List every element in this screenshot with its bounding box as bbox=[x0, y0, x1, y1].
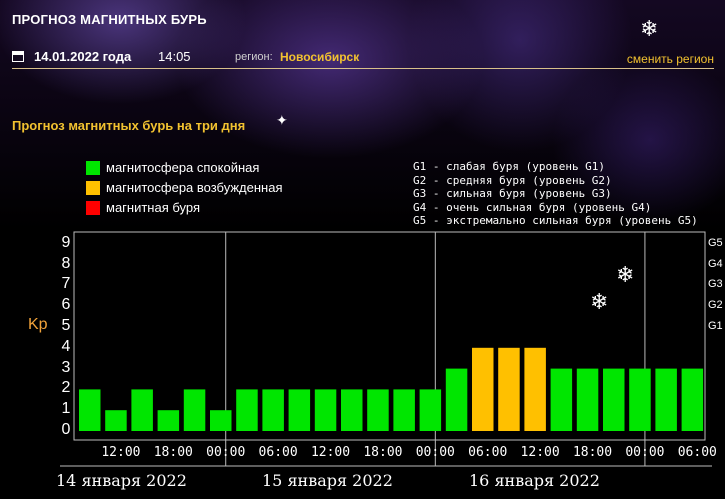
legend-label-storm: магнитная буря bbox=[106, 200, 201, 215]
y-tick-label: 3 bbox=[61, 358, 71, 376]
region-label: регион: bbox=[235, 51, 273, 63]
legend-swatch-quiet bbox=[86, 161, 100, 175]
g-tick-label: G1 bbox=[708, 320, 723, 332]
current-date: 14.01.2022 года bbox=[34, 49, 132, 64]
kp-bar bbox=[629, 368, 651, 431]
y-tick-label: 8 bbox=[61, 254, 71, 272]
header-snowflake-icon: ❄ bbox=[640, 16, 659, 41]
x-tick-label: 18:00 bbox=[573, 445, 612, 460]
x-tick-label: 06:00 bbox=[468, 445, 507, 460]
x-tick-label: 00:00 bbox=[206, 445, 245, 460]
x-tick-label: 06:00 bbox=[678, 445, 717, 460]
kp-bar bbox=[681, 368, 704, 431]
y-tick-label: 4 bbox=[61, 337, 71, 355]
header-divider bbox=[12, 68, 714, 69]
g-tick-label: G5 bbox=[708, 236, 723, 249]
section-title: Прогноз магнитных бурь на три дня bbox=[12, 118, 246, 133]
sparkle-icon: ✦ bbox=[276, 112, 288, 128]
kp-bar bbox=[472, 347, 494, 431]
y-tick-label: 9 bbox=[61, 233, 71, 251]
kp-bar bbox=[393, 389, 415, 431]
calendar-icon bbox=[12, 51, 24, 62]
kp-bar bbox=[445, 368, 468, 431]
kp-bar bbox=[157, 410, 180, 431]
day-label: 15 января 2022 bbox=[262, 471, 393, 490]
legend-label-quiet: магнитосфера спокойная bbox=[106, 160, 260, 175]
kp-bar bbox=[576, 368, 599, 431]
day-label: 14 января 2022 bbox=[56, 471, 187, 490]
kp-bar bbox=[367, 389, 389, 431]
day-label: 16 января 2022 bbox=[469, 471, 600, 490]
kp-bar bbox=[603, 368, 625, 431]
storm-level-item: G3 - сильная буря (уровень G3) bbox=[413, 187, 612, 200]
kp-bar bbox=[79, 389, 101, 431]
y-tick-label: 2 bbox=[61, 379, 71, 397]
kp-bar bbox=[419, 389, 442, 431]
x-tick-label: 12:00 bbox=[311, 445, 350, 460]
aurora-background bbox=[0, 0, 725, 230]
region-value: Новосибирск bbox=[280, 50, 360, 64]
x-tick-label: 18:00 bbox=[363, 445, 402, 460]
snowflake-icon: ❄ bbox=[616, 262, 635, 287]
y-tick-label: 0 bbox=[61, 421, 71, 438]
x-tick-label: 12:00 bbox=[521, 445, 560, 460]
y-tick-label: 6 bbox=[61, 296, 71, 314]
kp-bar bbox=[498, 347, 520, 431]
g-tick-label: G3 bbox=[708, 278, 723, 291]
x-tick-label: 12:00 bbox=[101, 445, 140, 460]
legend-swatch-excited bbox=[86, 181, 100, 195]
legend: магнитосфера спокойная магнитосфера возб… bbox=[86, 160, 326, 220]
legend-swatch-storm bbox=[86, 201, 100, 215]
kp-bar bbox=[655, 368, 677, 431]
storm-level-item: G5 - экстремально сильная буря (уровень … bbox=[413, 214, 698, 227]
kp-bar bbox=[210, 410, 232, 431]
y-axis-label: Kp bbox=[28, 316, 48, 333]
kp-bar bbox=[236, 389, 258, 431]
x-tick-label: 06:00 bbox=[259, 445, 298, 460]
header-info-row: 14.01.2022 года 14:05 регион: Новосибирс… bbox=[12, 48, 714, 68]
storm-level-item: G1 - слабая буря (уровень G1) bbox=[413, 160, 606, 173]
y-tick-label: 5 bbox=[61, 317, 71, 334]
x-tick-label: 00:00 bbox=[625, 445, 664, 460]
y-tick-label: 1 bbox=[61, 400, 71, 418]
kp-bar bbox=[262, 389, 284, 431]
storm-levels-list: G1 - слабая буря (уровень G1) G2 - средн… bbox=[413, 160, 698, 228]
change-region-link[interactable]: сменить регион bbox=[626, 52, 714, 66]
current-time: 14:05 bbox=[158, 49, 191, 64]
kp-bar bbox=[524, 347, 546, 431]
kp-bar bbox=[550, 368, 573, 431]
kp-bar bbox=[131, 389, 153, 431]
g-tick-label: G2 bbox=[708, 299, 723, 312]
x-tick-label: 18:00 bbox=[154, 445, 193, 460]
kp-bar bbox=[341, 389, 363, 431]
g-tick-label: G4 bbox=[708, 257, 723, 270]
x-tick-label: 00:00 bbox=[416, 445, 455, 460]
storm-level-item: G2 - средняя буря (уровень G2) bbox=[413, 173, 612, 187]
legend-label-excited: магнитосфера возбужденная bbox=[106, 180, 283, 195]
kp-bar bbox=[314, 389, 337, 431]
kp-bar bbox=[105, 410, 127, 431]
site-title: ПРОГНОЗ МАГНИТНЫХ БУРЬ bbox=[12, 12, 207, 27]
storm-level-item: G4 - очень сильная буря (уровень G4) bbox=[413, 200, 652, 214]
kp-bar bbox=[183, 389, 206, 431]
kp-bar bbox=[288, 389, 311, 431]
snowflake-icon: ❄ bbox=[590, 289, 609, 314]
chart-frame bbox=[73, 231, 706, 441]
y-tick-label: 7 bbox=[61, 275, 71, 293]
